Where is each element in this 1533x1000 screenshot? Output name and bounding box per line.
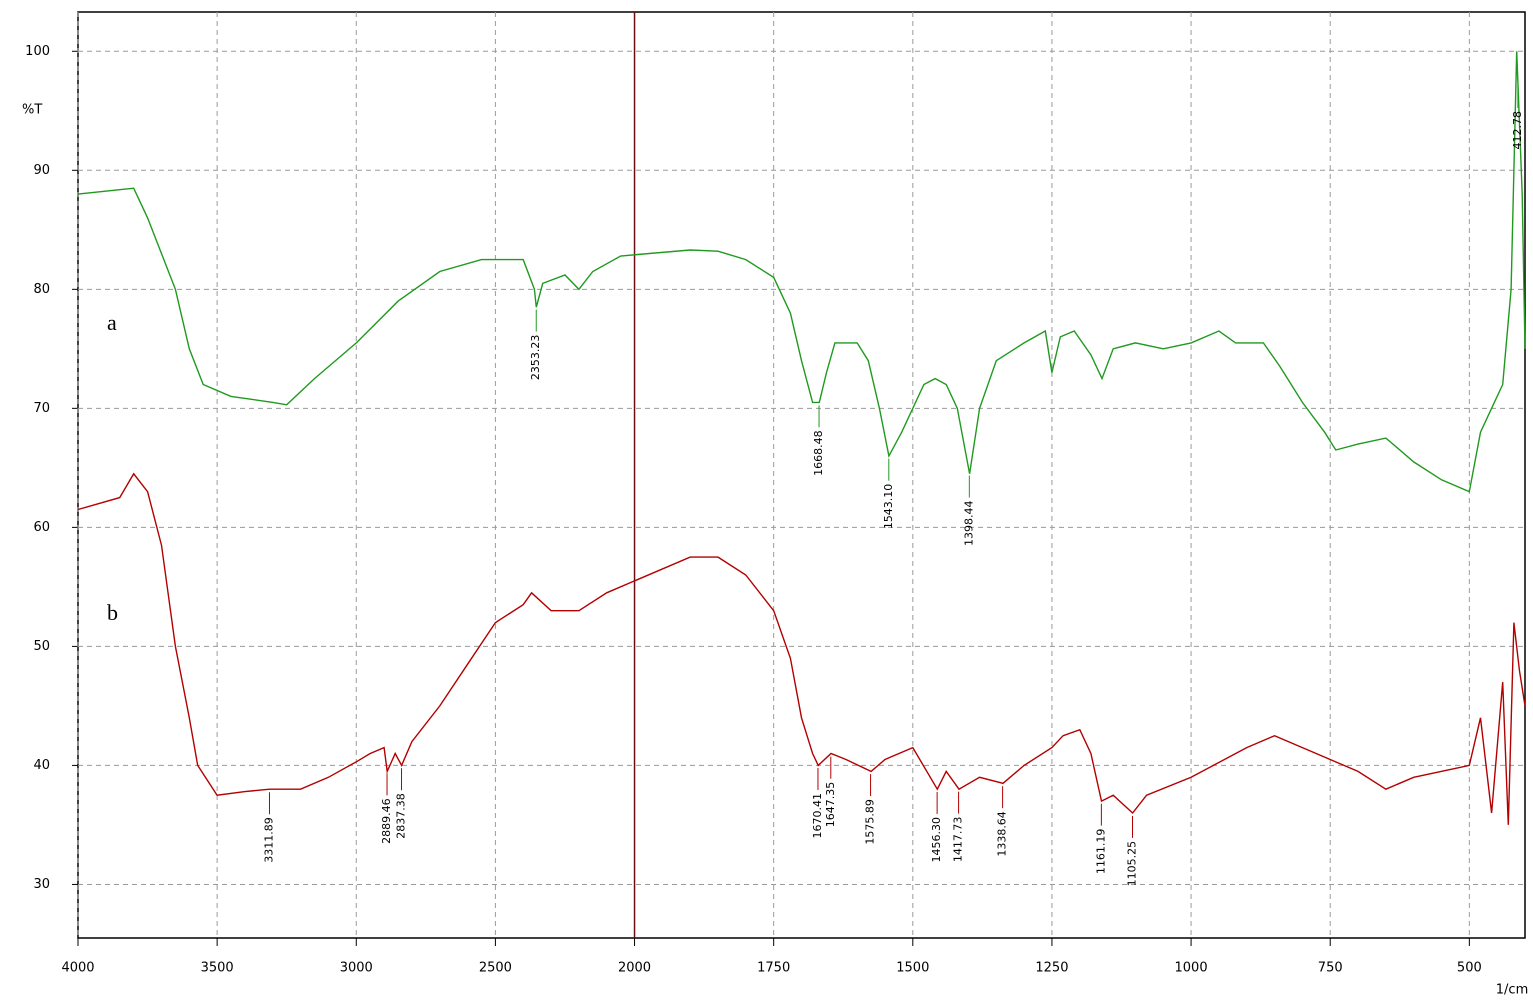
x-tick-label: 1500 [896,961,929,976]
y-axis-label: %T [22,103,42,118]
x-tick-label: 500 [1457,961,1482,976]
plot-frame [77,11,1526,939]
peak-label: 1575.89 [864,799,877,845]
spectrum-line [77,472,1526,825]
peak-label: 1417.73 [952,817,965,863]
x-tick-label: 1250 [1035,961,1068,976]
peak-label: 1670.41 [811,793,824,839]
curve-label: a [107,310,117,335]
peak-label: 1398.44 [962,501,975,546]
peak-label: 1647.35 [824,782,837,828]
spectrum-line [77,51,1526,493]
peak-label: 1543.10 [882,484,895,530]
x-tick-label: 750 [1318,961,1343,976]
curve-label: b [107,600,118,625]
x-axis-label: 1/cm [1496,983,1528,998]
y-tick-label: 40 [33,758,50,773]
peak-label: 2837.38 [395,793,408,839]
peak-label: 1456.30 [930,817,943,863]
peak-label: 3311.89 [262,817,275,863]
x-tick-label: 1000 [1175,961,1208,976]
y-tick-label: 100 [25,44,50,59]
peak-label: 1338.64 [996,811,1009,857]
peak-label: 1668.48 [812,430,825,476]
x-tick-label: 2500 [479,961,512,976]
x-tick-label: 2000 [618,961,651,976]
peak-label: 2889.46 [380,798,393,844]
peak-label: 2353.23 [529,335,542,381]
y-tick-label: 90 [33,163,50,178]
y-tick-label: 70 [33,401,50,416]
y-tick-label: 50 [33,639,50,654]
y-tick-label: 30 [33,877,50,892]
peak-label: 1161.19 [1094,829,1107,875]
peak-label: 412.78 [1511,111,1524,150]
x-tick-label: 3500 [201,961,234,976]
peak-label: 1105.25 [1126,841,1139,887]
x-tick-label: 4000 [61,961,94,976]
x-tick-label: 1750 [757,961,790,976]
y-tick-label: 80 [33,282,50,297]
x-tick-label: 3000 [340,961,373,976]
y-tick-label: 60 [33,520,50,535]
